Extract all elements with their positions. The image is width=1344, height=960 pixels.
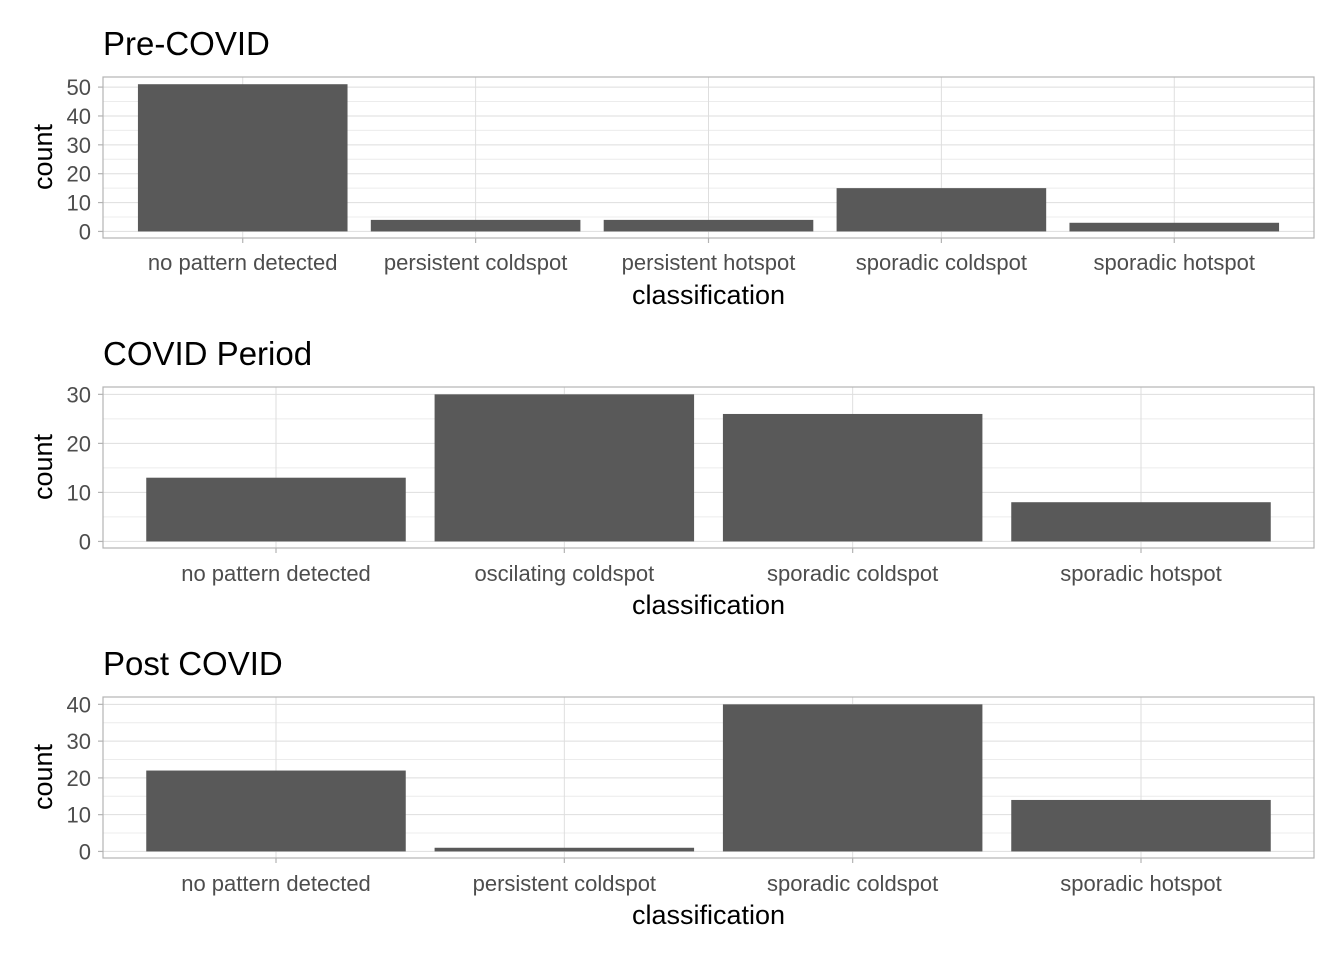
x-tick-label: no pattern detected <box>181 871 371 896</box>
chart-title: Pre-COVID <box>103 25 270 62</box>
y-tick-label: 20 <box>67 431 91 456</box>
y-tick-label: 20 <box>67 766 91 791</box>
x-tick-label: sporadic coldspot <box>767 871 938 896</box>
x-axis-title: classification <box>632 590 785 620</box>
x-tick-label: sporadic hotspot <box>1060 561 1221 586</box>
bar-1 <box>434 847 695 852</box>
y-tick-label: 30 <box>67 729 91 754</box>
y-tick-label: 10 <box>67 803 91 828</box>
x-tick-label: persistent coldspot <box>384 250 567 275</box>
x-tick-label: oscilating coldspot <box>474 561 654 586</box>
y-tick-label: 30 <box>67 382 91 407</box>
x-axis-title: classification <box>632 280 785 310</box>
bar-0 <box>137 84 348 232</box>
x-tick-label: sporadic coldspot <box>856 250 1027 275</box>
y-tick-label: 10 <box>67 191 91 216</box>
x-tick-label: persistent coldspot <box>473 871 656 896</box>
y-tick-label: 10 <box>67 480 91 505</box>
bar-2 <box>603 219 814 232</box>
chart-panel-0: Pre-COVID 0 10 20 30 40 50 no pattern detected p… <box>28 25 1315 310</box>
y-tick-label: 40 <box>67 692 91 717</box>
y-tick-label: 0 <box>79 529 91 554</box>
y-tick-label: 0 <box>79 839 91 864</box>
bar-3 <box>836 188 1047 232</box>
x-tick-label: sporadic coldspot <box>767 561 938 586</box>
bar-1 <box>370 219 581 232</box>
y-tick-label: 40 <box>67 104 91 129</box>
bar-3 <box>1011 502 1271 542</box>
bar-0 <box>146 477 406 542</box>
chart-title: Post COVID <box>103 645 283 682</box>
y-axis-title: count <box>28 743 58 810</box>
y-axis-title: count <box>28 433 58 500</box>
x-axis-title: classification <box>632 900 785 930</box>
x-tick-label: sporadic hotspot <box>1060 871 1221 896</box>
x-tick-label: no pattern detected <box>148 250 338 275</box>
y-tick-label: 0 <box>79 219 91 244</box>
y-axis-title: count <box>28 123 58 190</box>
bar-2 <box>722 704 983 852</box>
bar-3 <box>1011 799 1271 852</box>
chart-panel-1: COVID Period 0 10 20 30 no pattern detected os… <box>28 335 1315 620</box>
panel-border <box>102 386 1315 549</box>
y-tick-label: 50 <box>67 75 91 100</box>
chart-panel-2: Post COVID 0 10 20 30 40 no pattern detected pe… <box>28 645 1315 930</box>
x-tick-label: no pattern detected <box>181 561 371 586</box>
y-tick-label: 20 <box>67 162 91 187</box>
bar-1 <box>434 394 695 542</box>
chart-title: COVID Period <box>103 335 312 372</box>
x-tick-label: sporadic hotspot <box>1094 250 1255 275</box>
x-tick-label: persistent hotspot <box>622 250 796 275</box>
bar-2 <box>722 413 983 542</box>
bar-4 <box>1069 222 1280 232</box>
y-tick-label: 30 <box>67 133 91 158</box>
bar-0 <box>146 770 406 852</box>
